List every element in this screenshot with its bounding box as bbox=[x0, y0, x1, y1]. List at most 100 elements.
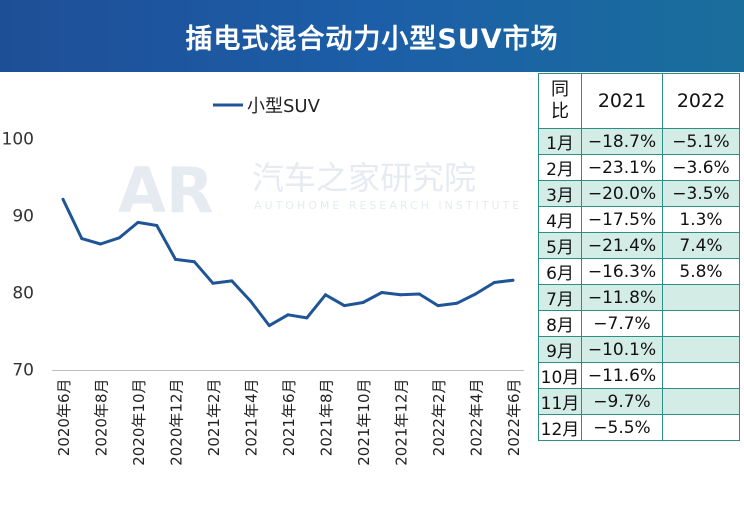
value-2022-cell: −3.5% bbox=[662, 180, 740, 207]
data-point bbox=[117, 236, 121, 240]
month-cell: 11月 bbox=[538, 388, 582, 415]
x-tick-label: 2021年2月 bbox=[205, 379, 223, 457]
legend-label: 小型SUV bbox=[247, 96, 321, 117]
header-corner: 同比 bbox=[538, 73, 582, 129]
x-tick-label: 2020年8月 bbox=[93, 379, 111, 457]
table-row: 9月 −10.1% bbox=[538, 336, 740, 363]
value-2022-cell: 5.8% bbox=[662, 258, 740, 285]
month-cell: 7月 bbox=[538, 284, 582, 311]
x-axis: 2020年6月 2020年8月 2020年10月 2020年12月 2021年2月 202… bbox=[52, 370, 524, 466]
header-corner-text: 同比 bbox=[551, 79, 569, 122]
value-2021-cell: −10.1% bbox=[581, 336, 663, 363]
data-point bbox=[61, 197, 65, 201]
data-point bbox=[474, 292, 477, 296]
data-point bbox=[324, 293, 327, 297]
value-2021-cell: −11.8% bbox=[581, 284, 663, 311]
y-axis: 70 80 90 100 bbox=[2, 130, 34, 381]
table-row: 11月 −9.7% bbox=[538, 388, 740, 415]
data-point bbox=[99, 242, 102, 246]
x-tick-label: 2022年6月 bbox=[505, 379, 523, 457]
x-tick-label: 2021年12月 bbox=[393, 379, 411, 466]
value-2022-cell bbox=[662, 362, 740, 389]
data-point bbox=[249, 299, 252, 303]
data-point bbox=[80, 237, 84, 241]
data-point bbox=[305, 316, 309, 320]
table-row: 1月 −18.7% −5.1% bbox=[538, 128, 740, 155]
data-point bbox=[417, 292, 421, 296]
table-row: 10月 −11.6% bbox=[538, 362, 740, 389]
table-header-row: 同比 2021 2022 bbox=[538, 73, 740, 129]
data-point bbox=[267, 324, 271, 328]
table-row: 8月 −7.7% bbox=[538, 310, 740, 337]
watermark-logo: AR bbox=[118, 154, 214, 227]
title-bar: 插电式混合动力小型SUV市场 bbox=[0, 0, 744, 72]
legend: 小型SUV bbox=[213, 96, 321, 117]
watermark-en: AUTOHOME RESEARCH INSTITUTE bbox=[254, 199, 522, 212]
month-cell: 3月 bbox=[538, 180, 582, 207]
x-tick-label: 2020年6月 bbox=[55, 379, 73, 457]
watermark-cn: 汽车之家研究院 bbox=[252, 159, 476, 197]
y-tick-label: 90 bbox=[12, 207, 34, 227]
value-2021-cell: −7.7% bbox=[581, 310, 663, 337]
data-point bbox=[455, 301, 459, 305]
data-point bbox=[286, 313, 290, 317]
value-2021-cell: −23.1% bbox=[581, 154, 663, 181]
value-2021-cell: −18.7% bbox=[581, 128, 663, 155]
data-point bbox=[380, 291, 384, 294]
value-2022-cell bbox=[662, 336, 740, 363]
data-point bbox=[361, 301, 365, 304]
month-cell: 10月 bbox=[538, 362, 582, 389]
header-2021: 2021 bbox=[581, 73, 663, 129]
value-2021-cell: −9.7% bbox=[581, 388, 663, 415]
table-row: 7月 −11.8% bbox=[538, 284, 740, 311]
month-cell: 9月 bbox=[538, 336, 582, 363]
data-point bbox=[211, 281, 215, 285]
data-point bbox=[136, 220, 140, 224]
data-point bbox=[492, 281, 496, 284]
month-cell: 6月 bbox=[538, 258, 582, 285]
value-2021-cell: −21.4% bbox=[581, 232, 663, 259]
value-2022-cell bbox=[662, 388, 740, 415]
yoy-table: 同比 2021 2022 1月 −18.7% −5.1% 2月 −23.1% −3.6% 3… bbox=[538, 73, 740, 441]
table-row: 5月 −21.4% 7.4% bbox=[538, 232, 740, 259]
header-2022: 2022 bbox=[662, 73, 740, 129]
table-row: 4月 −17.5% 1.3% bbox=[538, 206, 740, 233]
x-tick-label: 2022年4月 bbox=[468, 379, 486, 457]
value-2022-cell: −5.1% bbox=[662, 128, 740, 155]
table-body: 1月 −18.7% −5.1% 2月 −23.1% −3.6% 3月 −20.0% −3.5% 4… bbox=[538, 128, 740, 441]
data-point bbox=[399, 293, 402, 297]
data-point bbox=[511, 278, 515, 282]
data-point bbox=[436, 304, 440, 308]
y-tick-label: 80 bbox=[12, 284, 34, 304]
x-tick-label: 2021年10月 bbox=[355, 379, 373, 466]
value-2021-cell: −11.6% bbox=[581, 362, 663, 389]
x-tick-label: 2020年12月 bbox=[168, 379, 186, 466]
data-point bbox=[174, 257, 177, 261]
x-tick-label: 2021年4月 bbox=[243, 379, 261, 457]
x-tick-label: 2020年10月 bbox=[130, 379, 148, 466]
value-2022-cell bbox=[662, 310, 740, 337]
value-2022-cell bbox=[662, 414, 740, 441]
value-2021-cell: −20.0% bbox=[581, 180, 663, 207]
month-cell: 1月 bbox=[538, 128, 582, 155]
value-2022-cell: −3.6% bbox=[662, 154, 740, 181]
chart-title: 插电式混合动力小型SUV市场 bbox=[185, 23, 559, 55]
data-point bbox=[342, 304, 346, 308]
month-cell: 12月 bbox=[538, 414, 582, 441]
value-2022-cell: 1.3% bbox=[662, 206, 740, 233]
data-point bbox=[155, 224, 159, 227]
y-tick-label: 100 bbox=[2, 130, 34, 150]
watermark: AR 汽车之家研究院 AUTOHOME RESEARCH INSTITUTE bbox=[118, 154, 522, 227]
series-layer bbox=[61, 197, 515, 328]
data-point bbox=[230, 279, 234, 283]
month-cell: 4月 bbox=[538, 206, 582, 233]
month-cell: 8月 bbox=[538, 310, 582, 337]
y-tick-label: 70 bbox=[12, 361, 34, 381]
month-cell: 5月 bbox=[538, 232, 582, 259]
value-2022-cell bbox=[662, 284, 740, 311]
table-row: 2月 −23.1% −3.6% bbox=[538, 154, 740, 181]
month-cell: 2月 bbox=[538, 154, 582, 181]
x-tick-label: 2021年8月 bbox=[318, 379, 336, 457]
x-tick-label: 2022年2月 bbox=[430, 379, 448, 457]
table-row: 3月 −20.0% −3.5% bbox=[538, 180, 740, 207]
